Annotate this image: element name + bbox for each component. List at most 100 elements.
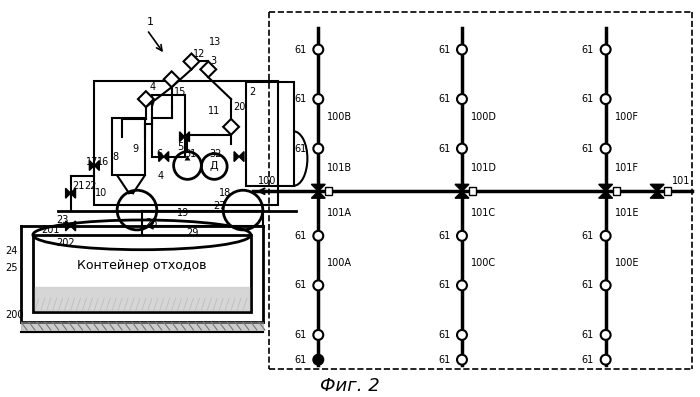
Circle shape [314, 144, 323, 154]
Polygon shape [138, 91, 154, 107]
Text: 101A: 101A [327, 208, 352, 218]
Text: 100B: 100B [327, 112, 352, 122]
Text: 100F: 100F [615, 112, 638, 122]
Text: 3: 3 [210, 56, 216, 66]
Text: 100E: 100E [615, 258, 639, 268]
Circle shape [457, 144, 467, 154]
Polygon shape [650, 184, 664, 191]
Text: 4: 4 [158, 172, 164, 181]
Polygon shape [223, 119, 239, 135]
Polygon shape [234, 152, 239, 162]
Polygon shape [200, 62, 216, 77]
Text: 1: 1 [146, 17, 153, 27]
Bar [664, 187, 671, 195]
Text: 8: 8 [112, 152, 118, 162]
Text: 100D: 100D [471, 112, 497, 122]
Text: 61: 61 [438, 144, 450, 154]
Bar [112, 118, 145, 175]
Polygon shape [455, 191, 469, 198]
Text: 31: 31 [185, 148, 197, 158]
Bar [469, 187, 476, 195]
Circle shape [601, 44, 610, 54]
Text: 18: 18 [219, 188, 232, 198]
Polygon shape [650, 191, 664, 198]
Circle shape [457, 330, 467, 340]
Text: 200: 200 [5, 310, 24, 320]
Circle shape [314, 280, 323, 290]
Polygon shape [71, 188, 76, 198]
Text: 2: 2 [249, 87, 256, 97]
Text: 16: 16 [97, 156, 110, 166]
Bar [326, 187, 332, 195]
Text: 61: 61 [582, 280, 594, 290]
Text: 15: 15 [174, 87, 186, 97]
Text: 61: 61 [582, 231, 594, 241]
Polygon shape [239, 152, 244, 162]
Text: 32: 32 [209, 148, 222, 158]
Text: 101D: 101D [471, 164, 497, 173]
Polygon shape [164, 152, 169, 162]
Bar [152, 95, 185, 156]
Polygon shape [66, 221, 71, 231]
Text: 17: 17 [86, 156, 99, 166]
Polygon shape [159, 152, 164, 162]
Text: 24: 24 [5, 246, 18, 256]
Text: 22: 22 [85, 181, 97, 191]
Text: 201: 201 [41, 225, 60, 235]
Polygon shape [185, 156, 190, 160]
Circle shape [601, 355, 610, 365]
Text: 5: 5 [178, 142, 184, 152]
Text: Фиг. 2: Фиг. 2 [320, 378, 380, 395]
Circle shape [314, 231, 323, 241]
Circle shape [457, 231, 467, 241]
Circle shape [314, 330, 323, 340]
Polygon shape [94, 160, 99, 170]
Text: 61: 61 [295, 144, 307, 154]
Text: 61: 61 [438, 94, 450, 104]
Bar [246, 82, 293, 186]
Text: 202: 202 [57, 238, 76, 248]
Text: 61: 61 [295, 94, 307, 104]
Bar [94, 81, 278, 205]
Text: 7: 7 [148, 102, 154, 112]
Text: 61: 61 [438, 280, 450, 290]
Text: 11: 11 [209, 106, 220, 116]
Polygon shape [185, 132, 190, 142]
Text: 29: 29 [186, 228, 199, 238]
Text: 61: 61 [582, 355, 594, 365]
Text: 10: 10 [95, 188, 108, 198]
Polygon shape [312, 184, 326, 191]
Text: 61: 61 [295, 44, 307, 54]
Text: 61: 61 [295, 355, 307, 365]
Text: 101: 101 [672, 176, 690, 186]
Text: 61: 61 [295, 330, 307, 340]
Text: 101F: 101F [615, 164, 638, 173]
Text: 61: 61 [438, 330, 450, 340]
Circle shape [601, 280, 610, 290]
Text: 25: 25 [5, 262, 18, 273]
Text: 9: 9 [132, 144, 138, 154]
Text: 13: 13 [209, 37, 221, 46]
Text: 23: 23 [57, 215, 69, 225]
Text: 100A: 100A [327, 258, 352, 268]
Polygon shape [71, 221, 76, 231]
Text: 61: 61 [438, 231, 450, 241]
Text: 20: 20 [233, 102, 246, 112]
Text: 61: 61 [582, 144, 594, 154]
Polygon shape [598, 184, 612, 191]
Text: 12: 12 [193, 48, 206, 58]
Text: 61: 61 [295, 280, 307, 290]
Circle shape [314, 94, 323, 104]
Text: 19: 19 [176, 208, 189, 218]
Text: 61: 61 [438, 355, 450, 365]
Text: 61: 61 [582, 44, 594, 54]
Circle shape [457, 44, 467, 54]
Circle shape [601, 231, 610, 241]
Text: 100: 100 [258, 176, 277, 186]
Bar [33, 235, 251, 312]
Bar [612, 187, 620, 195]
Circle shape [457, 94, 467, 104]
Polygon shape [66, 188, 71, 198]
Text: 100C: 100C [471, 258, 496, 268]
Text: 101E: 101E [615, 208, 639, 218]
